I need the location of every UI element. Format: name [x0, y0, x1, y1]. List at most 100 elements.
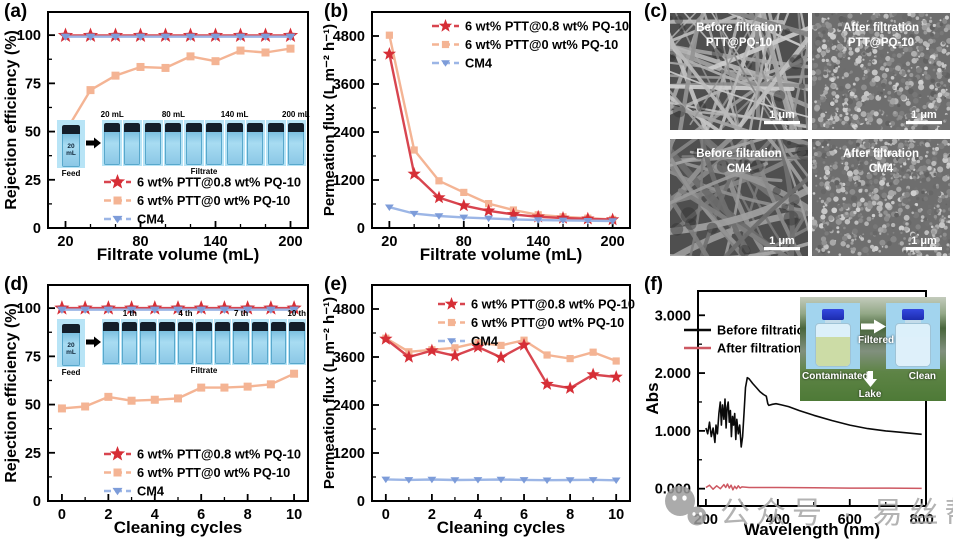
data-point-marker: [290, 369, 299, 378]
panel-d-label: (d): [4, 274, 29, 295]
vial-photo-inset-a: 20 mL Feed 20 mL 80 mL 140 mL 200 mL Filtrate: [56, 110, 310, 178]
scale-bar-label: 1 μm: [911, 109, 937, 121]
data-point-marker: [460, 188, 468, 196]
filtrate-vial: [213, 319, 232, 365]
series-3: [384, 204, 618, 225]
feed-vial: 20 mL Feed: [56, 120, 86, 178]
legend-label: 6 wt% PTT@0.8 wt% PQ-10: [137, 447, 301, 462]
x-tick-label: 6: [197, 507, 205, 523]
series-3: [381, 476, 621, 485]
arrow-icon: [86, 136, 102, 154]
legend-label: CM4: [137, 212, 165, 227]
legend-marker: [441, 60, 450, 67]
contaminated-label: Contaminated: [802, 371, 869, 382]
y-tick-label: 4800: [333, 29, 365, 45]
y-tick-label: 0: [33, 494, 41, 510]
data-point-marker: [210, 33, 221, 41]
sem-caption-line1: Before filtration: [696, 148, 782, 160]
legend-label: 6 wt% PTT@0.8 wt% PQ-10: [465, 19, 629, 34]
y-tick-label: 75: [25, 349, 41, 365]
series-3: [60, 33, 296, 41]
series-3: [56, 306, 300, 314]
data-point-marker: [404, 477, 414, 484]
legend-label: 6 wt% PTT@0 wt% PQ-10: [471, 315, 624, 330]
legend-label: After filtration: [717, 341, 802, 356]
data-point-marker: [126, 306, 137, 314]
data-point-marker: [196, 306, 207, 314]
plot-border: [47, 284, 309, 502]
y-tick-label: 2400: [333, 398, 365, 414]
data-point-marker: [409, 210, 419, 218]
data-point-marker: [150, 395, 159, 404]
data-point-marker: [382, 47, 396, 60]
sem-image: Before filtration CM4 1 μm: [670, 139, 808, 256]
y-axis-label: Abs: [643, 382, 662, 414]
x-axis-label: Cleaning cycles: [114, 518, 243, 537]
data-point-marker: [86, 86, 95, 95]
filtrate-vial: [266, 120, 286, 166]
data-point-marker: [242, 306, 253, 314]
series-line: [61, 372, 295, 410]
data-point-marker: [136, 62, 145, 71]
x-axis-label: Cleaning cycles: [437, 518, 566, 537]
axes: 0 2 4 6 8 10 0 1200 2400 3600 4800: [333, 284, 631, 523]
data-point-marker: [494, 350, 508, 364]
data-point-marker: [211, 57, 220, 66]
data-point-marker: [185, 33, 196, 41]
legend: 6 wt% PTT@0.8 wt% PQ-10 6 wt% PTT@0 wt% P…: [104, 446, 301, 499]
y-axis-label: Rejection efficiency (%): [3, 30, 20, 210]
y-axis-label: Rejection efficiency (%): [3, 303, 20, 483]
scale-bar-label: 1 μm: [769, 235, 795, 247]
contaminated-bottle: [815, 309, 851, 367]
filtrate-vial: [251, 319, 269, 365]
legend-marker: [447, 318, 456, 327]
data-point-marker: [265, 306, 276, 314]
panel-f-label: (f): [644, 274, 663, 295]
data-point-marker: [135, 33, 146, 41]
scale-bar-label: 1 μm: [911, 235, 937, 247]
vial-volume-label: 4 th: [178, 309, 193, 318]
data-point-marker: [608, 218, 618, 225]
data-point-marker: [451, 344, 459, 352]
data-point-marker: [236, 46, 245, 55]
data-point-marker: [434, 213, 444, 220]
sem-caption-line1: Before filtration: [696, 22, 782, 34]
vial-photo-inset-d: 20 mL Feed 1 th 4 th 7 th 10 th Filtrate: [56, 309, 306, 377]
x-tick-label: 80: [132, 234, 148, 250]
data-point-marker: [459, 214, 469, 222]
data-point-marker: [496, 476, 506, 484]
legend-marker: [109, 446, 126, 461]
series-1: [382, 47, 620, 226]
data-point-marker: [243, 382, 252, 391]
legend-marker: [447, 338, 456, 345]
filtered-label: Filtered: [858, 335, 895, 346]
y-axis-label: Permeation flux (L m⁻² h⁻¹): [321, 297, 338, 489]
legend: 6 wt% PTT@0.8 wt% PQ-10 6 wt% PTT@0 wt% P…: [432, 19, 629, 71]
data-point-marker: [149, 306, 160, 314]
data-point-marker: [609, 370, 623, 383]
series-line: [64, 47, 291, 133]
right-arrow-icon: [861, 319, 886, 334]
panel-b: (b) 20 80 140 200 0 1200 2400 3600 4800 Filtrate …: [320, 0, 640, 273]
series-1: [379, 332, 623, 394]
data-point-marker: [611, 477, 621, 485]
vial-volume-label: 10 th: [287, 309, 307, 318]
feed-caption: Feed: [61, 169, 81, 178]
down-arrow-icon: [864, 371, 877, 387]
x-tick-label: 2: [104, 507, 112, 523]
legend-label: CM4: [465, 56, 493, 71]
data-point-marker: [432, 190, 446, 204]
data-point-marker: [457, 198, 471, 212]
panel-d: (d) 0 2 4 6 8 10 0 25 50 75 100 Cleaning cycles Reje…: [0, 273, 320, 546]
x-tick-label: 2: [428, 507, 436, 523]
data-point-marker: [104, 392, 113, 401]
data-point-marker: [381, 476, 391, 484]
filtrate-vial: [122, 120, 142, 166]
x-tick-label: 10: [286, 507, 302, 523]
legend-label: 6 wt% PTT@0 wt% PQ-10: [465, 37, 618, 52]
data-point-marker: [563, 381, 577, 394]
data-point-marker: [285, 33, 296, 41]
series-1: [705, 376, 922, 448]
